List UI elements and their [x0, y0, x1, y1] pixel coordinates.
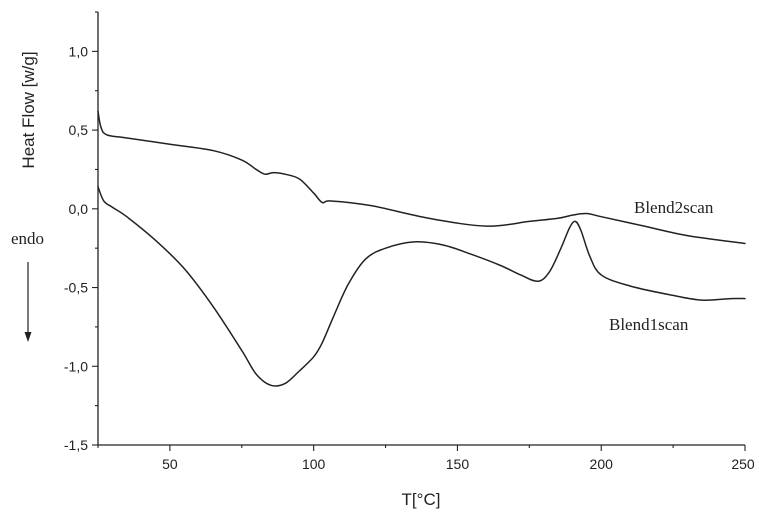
y-tick-label: -1,0 [64, 358, 88, 374]
x-tick-label: 150 [446, 456, 470, 472]
x-ticks: 50 100 150 200 250 [97, 445, 755, 472]
x-tick-label: 200 [590, 456, 614, 472]
y-axis-title: Heat Flow [w/g] [19, 51, 38, 168]
endo-label: endo [11, 229, 44, 248]
y-tick-label: -0,5 [64, 280, 88, 296]
x-tick-label: 50 [162, 456, 178, 472]
endo-arrow [24, 262, 32, 342]
series-label-blend2scan: Blend2scan [634, 198, 714, 217]
series-line-blend1scan [97, 186, 746, 387]
series-label-blend1scan: Blend1scan [609, 315, 689, 334]
y-tick-label: 0,0 [69, 201, 89, 217]
y-tick-label: 1,0 [69, 43, 89, 59]
y-tick-label: 0,5 [69, 122, 89, 138]
x-tick-label: 250 [731, 456, 755, 472]
x-tick-label: 100 [302, 456, 326, 472]
y-ticks: -1,5 -1,0 -0,5 0,0 0,5 1,0 [64, 11, 98, 453]
y-tick-label: -1,5 [64, 437, 88, 453]
series-line-blend2scan [97, 110, 746, 245]
series-layer [97, 110, 746, 387]
x-axis-title: T[°C] [402, 490, 441, 509]
